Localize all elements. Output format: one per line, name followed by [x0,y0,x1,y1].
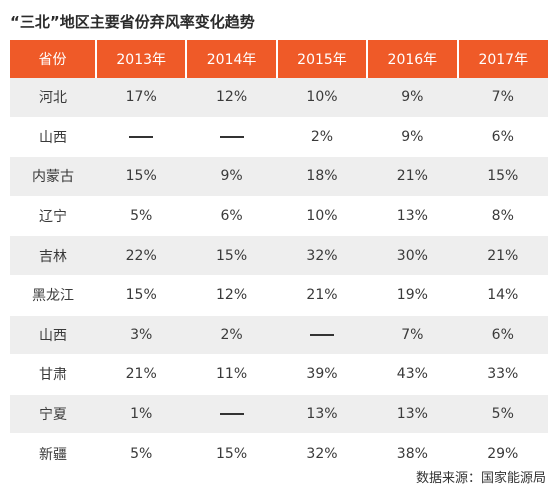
header-2017: 2017年 [457,40,548,78]
header-2016: 2016年 [367,40,459,78]
rate-cell: 7% [457,78,548,118]
rate-cell: 9% [186,156,277,197]
rate-cell: 13% [276,394,368,434]
rate-cell: 5% [457,394,548,434]
header-2015: 2015年 [276,40,369,78]
rate-cell: 14% [487,287,519,304]
rate-cell: 29% [487,445,519,462]
rate-cell: 15% [186,235,277,276]
rate-cell: 12% [216,287,248,304]
province-cell: 吉林 [10,235,96,276]
table-row: 山西 3% 2% 7% 6% [10,315,548,355]
table-row: 新疆 5% 15% 32% 38% 29% [10,434,548,474]
rate-cell [186,394,277,434]
rate-cell: 21% [306,287,338,304]
province-cell: 河北 [10,78,96,118]
rate-cell: 22% [96,235,187,276]
table-header: 省份 2013年 2014年 2015年 2016年 2017年 [10,40,548,78]
rate-cell: 12% [186,78,277,118]
rate-cell: 6% [220,208,243,225]
header-row: 省份 2013年 2014年 2015年 2016年 2017年 [10,40,548,78]
table-row: 宁夏 1% 13% 13% 5% [10,394,548,434]
header-2014: 2014年 [186,40,278,78]
no-data-dash [219,413,244,416]
table-row: 黑龙江 15% 12% 21% 19% 14% [10,275,548,316]
province-cell: 山西 [39,129,67,146]
rate-cell: 21% [125,366,157,383]
rate-cell: 33% [487,366,519,383]
rate-cell: 15% [216,445,248,462]
table-row: 山西 2% 9% 6% [10,117,548,157]
table-row: 甘肃 21% 11% 39% 43% 33% [10,355,548,395]
table-row: 吉林 22% 15% 32% 30% 21% [10,235,548,276]
rate-cell: 10% [276,78,368,118]
no-data-dash [309,333,334,336]
province-cell: 甘肃 [39,367,67,384]
rate-cell: 6% [491,128,514,145]
curtailment-table: 省份 2013年 2014年 2015年 2016年 2017年 河北 17% 12… [10,40,548,474]
header-2013: 2013年 [96,40,188,78]
no-data-dash [129,135,154,138]
rate-cell: 5% [130,208,153,225]
rate-cell: 13% [367,394,458,434]
rate-cell: 10% [306,208,338,225]
rate-cell: 18% [276,156,368,197]
rate-cell: 2% [186,315,277,355]
province-cell: 内蒙古 [10,156,96,197]
rate-cell: 9% [401,128,424,145]
rate-cell: 7% [367,315,458,355]
rate-cell: 2% [310,128,334,145]
province-cell: 黑龙江 [32,288,74,305]
province-cell: 山西 [10,315,96,355]
header-province: 省份 [10,40,97,78]
rate-cell: 19% [396,287,428,304]
rate-cell [96,117,186,157]
table-row: 河北 17% 12% 10% 9% 7% [10,78,548,118]
rate-cell: 8% [491,208,514,225]
rate-cell: 15% [96,156,187,197]
rate-cell: 43% [396,366,428,383]
rate-cell [276,315,368,355]
rate-cell: 38% [396,445,428,462]
rate-cell: 5% [130,445,153,462]
rate-cell: 13% [396,208,428,225]
rate-cell: 3% [96,315,187,355]
table-title: “三北”地区主要省份弃风率变化趋势 [10,13,255,31]
rate-cell: 32% [306,445,338,462]
table-row: 内蒙古 15% 9% 18% 21% 15% [10,156,548,197]
rate-cell: 11% [216,366,248,383]
rate-cell: 6% [457,315,548,355]
rate-cell: 21% [367,156,458,197]
rate-cell: 21% [457,235,548,276]
province-cell: 宁夏 [10,394,96,434]
rate-cell: 17% [96,78,187,118]
rate-cell: 9% [367,78,458,118]
no-data-dash [219,135,244,138]
table-body: 河北 17% 12% 10% 9% 7% 山西 2% 9% 6% 内蒙古 15% 9% 18% 21% 15%… [10,78,548,474]
province-cell: 新疆 [39,446,67,463]
rate-cell: 39% [306,366,338,383]
rate-cell: 32% [276,235,368,276]
province-cell: 辽宁 [39,209,67,226]
rate-cell: 15% [125,287,157,304]
table-row: 辽宁 5% 6% 10% 13% 8% [10,196,548,236]
rate-cell: 15% [457,156,548,197]
rate-cell [186,117,276,157]
rate-cell: 1% [96,394,187,434]
rate-cell: 30% [367,235,458,276]
data-source-note: 数据来源：国家能源局 [415,471,546,486]
